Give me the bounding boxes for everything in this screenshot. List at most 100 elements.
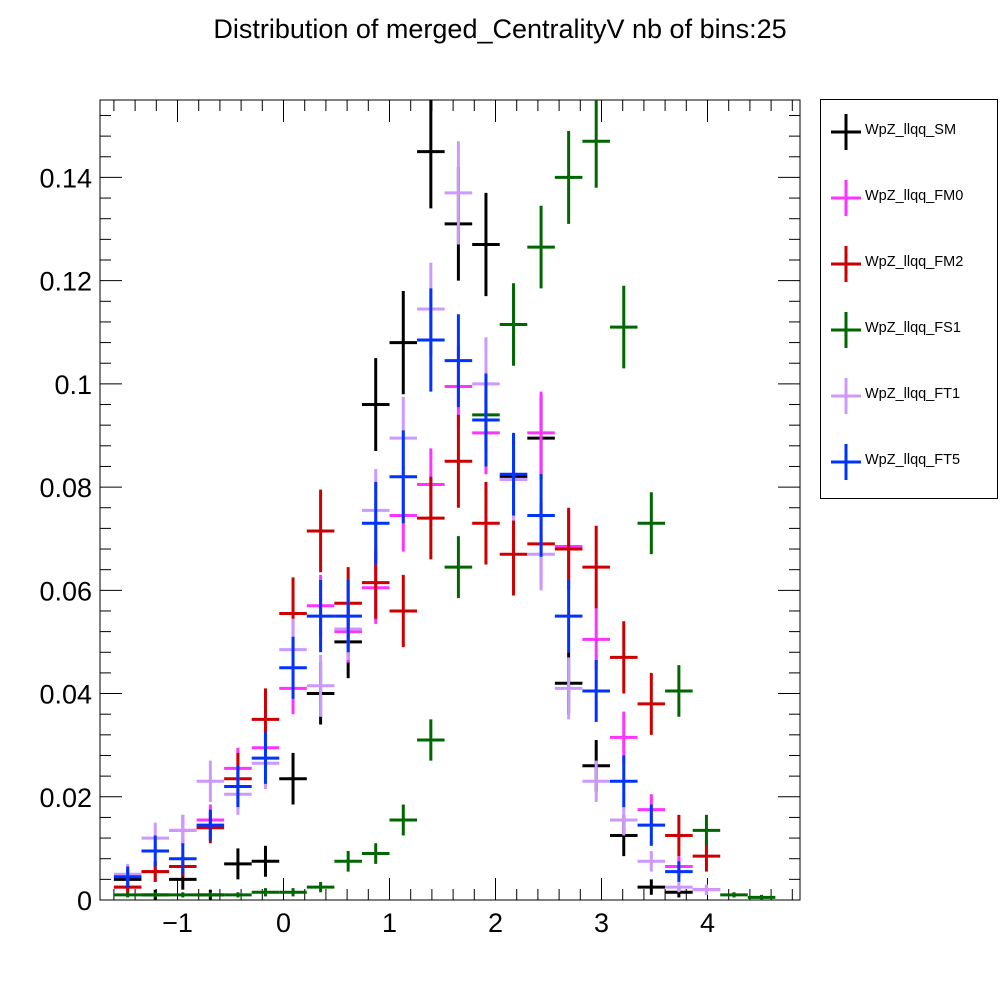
data-point: [472, 373, 500, 467]
data-point: [361, 481, 390, 565]
data-point: [582, 525, 610, 609]
data-point: [444, 414, 473, 508]
y-tick-label: 0.06: [39, 576, 92, 606]
data-point: [279, 636, 307, 699]
x-tick-label: 4: [700, 908, 715, 938]
data-point: [554, 130, 583, 224]
data-point: [665, 665, 693, 717]
data-point: [747, 894, 776, 900]
data-point: [141, 835, 170, 867]
data-point: [417, 476, 445, 560]
data-point: [389, 574, 418, 648]
data-point: [582, 760, 610, 802]
data-point: [251, 845, 280, 877]
data-point: [251, 732, 280, 784]
legend: WpZ_llqq_SM WpZ_llqq_FM0 WpZ_llqq_FM2 WpZ_l…: [820, 99, 998, 499]
data-point: [224, 765, 252, 808]
y-tick-label: 0.14: [39, 163, 92, 193]
data-point: [196, 892, 225, 898]
data-point: [609, 804, 638, 836]
data-point: [499, 432, 528, 516]
data-point: [196, 809, 225, 841]
data-point: [169, 892, 197, 898]
data-point: [141, 892, 170, 898]
data-point: [527, 205, 555, 289]
data-point: [609, 755, 638, 808]
data-point: [389, 290, 418, 395]
legend-entry: WpZ_llqq_FM2: [821, 244, 997, 284]
data-point: [444, 536, 473, 599]
data-point: [444, 314, 473, 408]
legend-label: WpZ_llqq_FS1: [865, 320, 961, 336]
legend-entry: WpZ_llqq_FT1: [821, 376, 997, 416]
data-point: [251, 888, 280, 897]
data-point: [169, 843, 197, 875]
legend-label: WpZ_llqq_FT5: [865, 452, 961, 468]
legend-label: WpZ_llqq_FM2: [865, 254, 964, 270]
data-point: [389, 430, 418, 524]
data-point: [609, 711, 638, 764]
data-point: [196, 760, 225, 802]
data-point: [637, 804, 666, 846]
data-point: [637, 492, 666, 555]
legend-swatch: [831, 444, 861, 480]
y-tick-label: 0.08: [39, 473, 92, 503]
data-point: [527, 474, 555, 557]
data-point: [306, 881, 335, 893]
data-point: [472, 481, 500, 565]
x-tick-label: 3: [594, 908, 609, 938]
data-point: [637, 879, 666, 895]
data-point: [720, 892, 748, 898]
data-point: [554, 580, 583, 653]
data-point: [306, 580, 335, 653]
data-point: [389, 804, 418, 836]
y-tick-label: 0.1: [54, 370, 92, 400]
data-point: [637, 850, 666, 872]
data-point: [417, 288, 445, 392]
data-point: [472, 192, 500, 297]
data-point: [554, 657, 583, 720]
series-WpZ_llqq_FT5: [113, 288, 693, 888]
chart-title: Distribution of merged_CentralityV nb of…: [213, 14, 787, 44]
data-point: [444, 141, 473, 245]
x-tick-label: 0: [276, 908, 291, 938]
y-tick-label: 0: [77, 886, 92, 916]
x-tick-label: 1: [382, 908, 397, 938]
data-point: [527, 391, 555, 475]
data-point: [224, 848, 252, 880]
data-point: [279, 888, 307, 897]
data-point: [554, 507, 583, 591]
data-point: [169, 814, 197, 846]
data-point: [334, 850, 362, 872]
data-point: [582, 100, 610, 188]
data-point: [637, 672, 666, 735]
data-point: [113, 892, 142, 898]
data-marks: [113, 100, 776, 900]
legend-entry: WpZ_llqq_FM0: [821, 178, 997, 218]
legend-entry: WpZ_llqq_SM: [821, 112, 997, 152]
legend-entry: WpZ_llqq_FS1: [821, 310, 997, 350]
data-point: [609, 621, 638, 694]
data-point: [609, 285, 638, 369]
data-point: [665, 861, 693, 882]
y-tick-label: 0.04: [39, 680, 92, 710]
data-point: [361, 358, 390, 451]
data-point: [224, 892, 252, 898]
axes: −1 0 1 2 3 4 0 0.02 0.04 0.06 0.08 0.1 0.12 0.14: [39, 100, 800, 938]
data-point: [692, 814, 721, 846]
data-point: [113, 866, 142, 888]
data-point: [306, 489, 335, 573]
series-WpZ_llqq_FM0: [113, 345, 721, 895]
data-point: [582, 660, 610, 722]
data-point: [499, 283, 528, 366]
data-point: [499, 512, 528, 596]
legend-label: WpZ_llqq_SM: [865, 122, 957, 138]
legend-swatch: [831, 114, 861, 150]
data-point: [279, 752, 307, 805]
data-point: [692, 884, 721, 895]
series-WpZ_llqq_FS1: [113, 100, 776, 900]
data-point: [665, 814, 693, 857]
legend-swatch: [831, 246, 861, 282]
data-point: [417, 100, 445, 209]
